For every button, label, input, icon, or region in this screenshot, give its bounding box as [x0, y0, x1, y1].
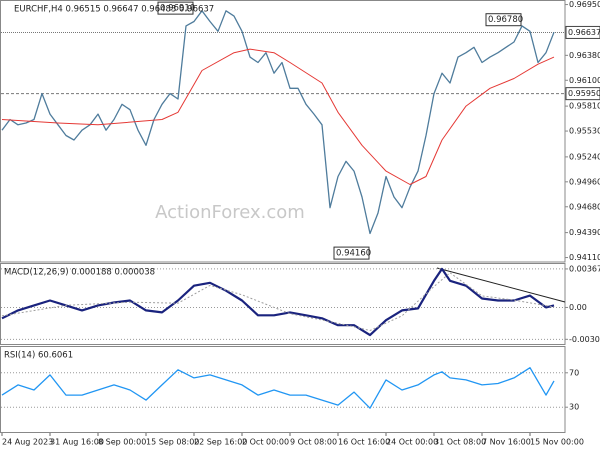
x-tick-label: 16 Oct 16:00	[338, 438, 390, 447]
y-tick-label: 0.95240	[569, 152, 600, 161]
series-line	[1, 272, 555, 331]
x-tick-label: 31 Aug 16:00	[50, 438, 104, 447]
y-tick-label: 0.96100	[569, 76, 600, 85]
x-tick-label: 7 Nov 16:00	[482, 438, 531, 447]
panel-title: EURCHF,H4 0.96515 0.96647 0.96483 0.9663…	[14, 5, 214, 15]
series-line	[1, 367, 555, 409]
y-tick-label: 0.94680	[569, 202, 600, 211]
x-tick-label: 22 Sep 16:00	[194, 438, 247, 447]
level-label-box	[565, 87, 600, 101]
y-tick-label: 0.95530	[569, 127, 600, 136]
y-tick-label: 0.96380	[569, 51, 600, 60]
annotation-box	[157, 1, 194, 15]
y-tick-label: 30	[569, 403, 579, 412]
series-line	[1, 48, 555, 185]
x-tick-label: 31 Oct 08:00	[434, 438, 486, 447]
annotation-label: 0.94160	[336, 249, 371, 259]
x-tick-label: 15 Nov 00:00	[530, 438, 584, 447]
watermark: ActionForex.com	[155, 202, 305, 223]
level-label-box	[565, 25, 600, 39]
level-label: 0.96637	[568, 28, 600, 37]
x-tick-label: 15 Sep 08:00	[146, 438, 199, 447]
series-line	[1, 267, 555, 337]
series-line	[1, 10, 555, 235]
x-tick-label: 9 Oct 08:00	[290, 438, 337, 447]
x-tick-label: 8 Sep 00:00	[98, 438, 146, 447]
trend-line	[436, 267, 566, 303]
rsi-panel-frame	[0, 346, 566, 433]
y-tick-label: 70	[569, 368, 579, 377]
x-tick-label: 24 Oct 00:00	[386, 438, 438, 447]
annotation-label: 0.96780	[488, 15, 523, 25]
panel-title: RSI(14) 60.6061	[4, 351, 73, 361]
panel-title: MACD(12,26,9) 0.000188 0.000038	[4, 268, 155, 278]
annotation-box	[485, 13, 522, 27]
x-tick-label: 24 Aug 2023	[2, 438, 53, 447]
x-tick-label: 2 Oct 00:00	[242, 438, 289, 447]
macd-panel-frame	[0, 263, 566, 345]
y-tick-label: 0.94110	[569, 253, 600, 262]
y-tick-label: -0.003038	[569, 335, 600, 344]
y-tick-label: 0.00367	[569, 264, 600, 273]
y-tick-label: 0.94960	[569, 177, 600, 186]
y-tick-label: 0.94390	[569, 228, 600, 237]
y-tick-label: 0.00	[569, 303, 587, 312]
annotation-label: 0.96910	[160, 4, 195, 14]
y-tick-label: 0.96950	[569, 0, 600, 9]
y-tick-label: 0.95810	[569, 102, 600, 111]
level-label: 0.95950	[568, 89, 600, 98]
annotation-box	[333, 246, 370, 260]
